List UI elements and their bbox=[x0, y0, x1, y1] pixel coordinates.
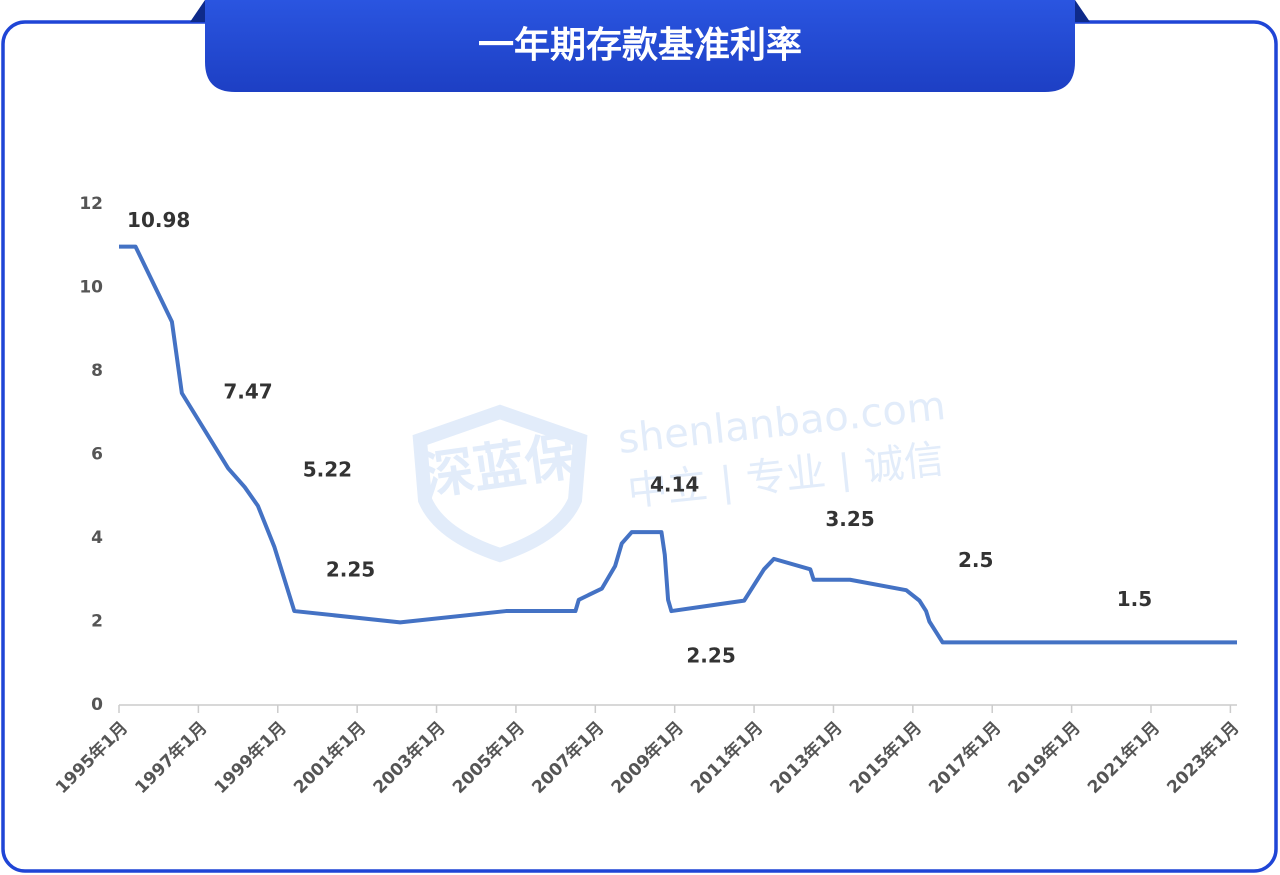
watermark-shield bbox=[412, 404, 588, 563]
data-line bbox=[119, 244, 1237, 645]
data-label: 2.5 bbox=[958, 548, 993, 572]
data-label: 4.14 bbox=[650, 473, 699, 497]
y-tick-label: 10 bbox=[79, 278, 103, 298]
y-tick-label: 0 bbox=[91, 695, 103, 715]
data-label: 5.22 bbox=[303, 458, 352, 482]
data-label: 1.5 bbox=[1117, 587, 1152, 611]
y-tick-label: 2 bbox=[91, 612, 103, 632]
data-label: 2.25 bbox=[326, 558, 375, 582]
data-label: 2.25 bbox=[686, 644, 735, 668]
data-label: 10.98 bbox=[127, 208, 190, 232]
header-tab bbox=[205, 0, 1075, 92]
y-tick-label: 8 bbox=[91, 361, 103, 381]
data-label: 7.47 bbox=[223, 380, 272, 404]
y-tick-label: 12 bbox=[79, 194, 103, 214]
y-tick-label: 4 bbox=[91, 528, 103, 548]
chart-title: 一年期存款基准利率 bbox=[478, 25, 802, 66]
data-label: 3.25 bbox=[825, 507, 874, 531]
y-tick-label: 6 bbox=[91, 445, 103, 465]
